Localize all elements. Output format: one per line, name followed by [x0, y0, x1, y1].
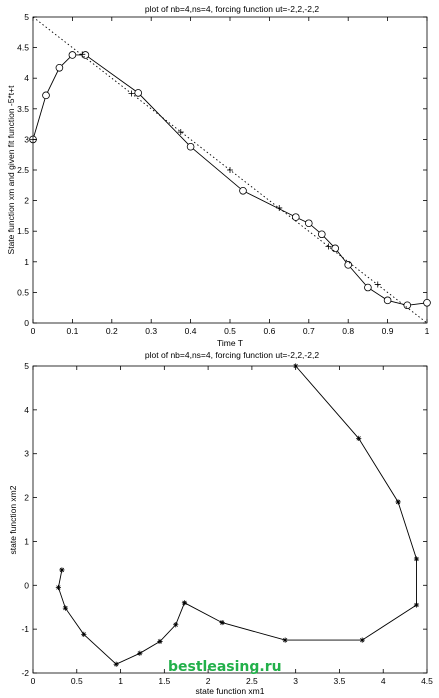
chart-2-star-point [181, 600, 188, 606]
chart-1-circle-point [304, 219, 313, 228]
chart-1-circle-point [134, 89, 142, 97]
chart-2-star-point [81, 631, 87, 638]
chart-2-star-point [219, 619, 225, 626]
chart-1-circle-point [331, 244, 339, 253]
chart-1-circle-point [42, 91, 50, 100]
chart-1-y-tick-label: 3.5 [17, 104, 29, 114]
chart-2-star-point [59, 567, 65, 573]
chart-1-y-tick-label: 4.5 [17, 43, 29, 53]
chart-1-plus-point [79, 51, 86, 58]
chart-2-y-tick-label: 3 [24, 449, 29, 459]
chart-2-star-point [413, 602, 420, 608]
chart-1-x-tick-label: 1 [425, 326, 430, 336]
chart-2-x-tick-label: 0.5 [71, 676, 83, 686]
chart-2-title: plot of nb=4,ns=4, forcing function ut=-… [145, 350, 319, 360]
chart-2-x-tick-label: 2.5 [246, 676, 258, 686]
chart-2-x-ticks: 0 0.5 1 1.5 2 2.5 3 3.5 4 4.5 [31, 366, 433, 686]
chart-1-x-tick-label: 0.9 [382, 326, 394, 336]
chart-1-x-tick-label: 0.4 [185, 326, 197, 336]
chart-2-x-axis-label: state function xm1 [196, 686, 265, 696]
chart-2-x-tick-label: 3.5 [334, 676, 346, 686]
chart-1-y-tick-label: 0 [24, 318, 29, 328]
chart-1-circle-point [186, 142, 195, 151]
watermark-text: bestleasing.ru [168, 659, 282, 675]
chart-2-star-point [359, 637, 365, 643]
chart-1-x-tick-label: 0.6 [263, 326, 275, 336]
chart-1-circle-point [403, 301, 412, 310]
chart-2-x-tick-label: 0 [31, 676, 36, 686]
chart-2-star-point [282, 637, 288, 643]
chart-1-y-tick-label: 4 [24, 73, 29, 83]
chart-2-y-ticks: -2 -1 0 1 2 3 4 5 [21, 361, 427, 678]
chart-1-circle-point [383, 296, 392, 305]
chart-1-y-tick-label: 2 [24, 196, 29, 206]
chart-2-y-axis-label: state function xm2 [8, 485, 18, 554]
chart-1-circle-point [239, 187, 247, 195]
chart-1-y-tick-label: 3 [24, 134, 29, 144]
chart-2-x-tick-label: 1 [118, 676, 123, 686]
chart-1-circle-point [318, 230, 326, 239]
chart-1-marks [29, 16, 431, 324]
chart-2-x-tick-label: 1.5 [158, 676, 170, 686]
chart-1-x-tick-label: 0 [31, 326, 36, 336]
chart-2-marks [55, 363, 420, 667]
chart-2-x-tick-label: 4 [381, 676, 386, 686]
chart-1-y-ticks: 0 0.5 1 1.5 2 2.5 3 3.5 4 4.5 5 [17, 12, 427, 328]
chart-2-y-tick-label: 2 [24, 493, 29, 503]
chart-2-y-tick-label: 1 [24, 536, 29, 546]
chart-2-plot-area [32, 365, 428, 674]
chart-2-y-tick-label: -2 [21, 668, 29, 678]
chart-1-title: plot of nb=4,ns=4, forcing function ut=-… [145, 4, 319, 14]
chart-1-y-tick-label: 1.5 [17, 226, 29, 236]
chart-2-star-point [157, 638, 163, 645]
chart-2-star-point [356, 435, 362, 441]
chart-1-circle-point [423, 299, 431, 307]
chart-2-star-point [113, 661, 119, 667]
chart-1-y-tick-label: 1 [24, 257, 29, 267]
chart-2-x-tick-label: 4.5 [421, 676, 433, 686]
chart-1-y-tick-label: 5 [24, 12, 29, 22]
chart-1-y-axis-label: State function xm and given fit function… [6, 85, 16, 255]
chart-1-circle-point [68, 51, 77, 59]
chart-2-y-tick-label: 0 [24, 580, 29, 590]
chart-2-star-point [62, 605, 68, 611]
chart-1-x-axis-label: Time T [217, 338, 243, 348]
chart-2-y-tick-label: 5 [24, 361, 29, 371]
chart-1-plus-point [325, 243, 332, 250]
chart-2: plot of nb=4,ns=4, forcing function ut=-… [8, 350, 433, 696]
chart-1-x-tick-label: 0.3 [145, 326, 157, 336]
chart-2-star-point [413, 556, 420, 562]
chart-2-star-point [395, 499, 401, 505]
chart-2-y-tick-label: -1 [21, 624, 29, 634]
chart-1-y-tick-label: 2.5 [17, 165, 29, 175]
chart-1-x-tick-label: 0.5 [224, 326, 236, 336]
chart-2-star-point [137, 650, 143, 656]
chart-2-y-tick-label: 4 [24, 405, 29, 415]
chart-1-plus-point [276, 204, 283, 211]
chart-2-x-tick-label: 3 [293, 676, 298, 686]
chart-1-circle-point [81, 51, 90, 59]
chart-2-x-tick-label: 2 [206, 676, 211, 686]
chart-2-star-point [173, 622, 179, 628]
chart-1-circle-point [364, 283, 372, 292]
chart-1-series-3-line [32, 16, 428, 324]
chart-1-x-tick-label: 0.2 [106, 326, 118, 336]
chart-1-y-tick-label: 0.5 [17, 287, 29, 297]
chart-1-circle-point [344, 261, 353, 269]
chart-1-x-tick-label: 0.8 [342, 326, 354, 336]
chart-1-plus-point [177, 129, 184, 136]
chart-1-circle-point [291, 213, 300, 221]
chart-1-circle-point [55, 63, 64, 72]
chart-2-star-point [55, 584, 61, 591]
chart-1-x-tick-label: 0.1 [66, 326, 78, 336]
chart-1: plot of nb=4,ns=4, forcing function ut=-… [6, 4, 431, 348]
chart-1-x-tick-label: 0.7 [303, 326, 315, 336]
chart-1-x-ticks: 0 0.1 0.2 0.3 0.4 0.5 0.6 0.7 0.8 0.9 1 [31, 17, 430, 336]
